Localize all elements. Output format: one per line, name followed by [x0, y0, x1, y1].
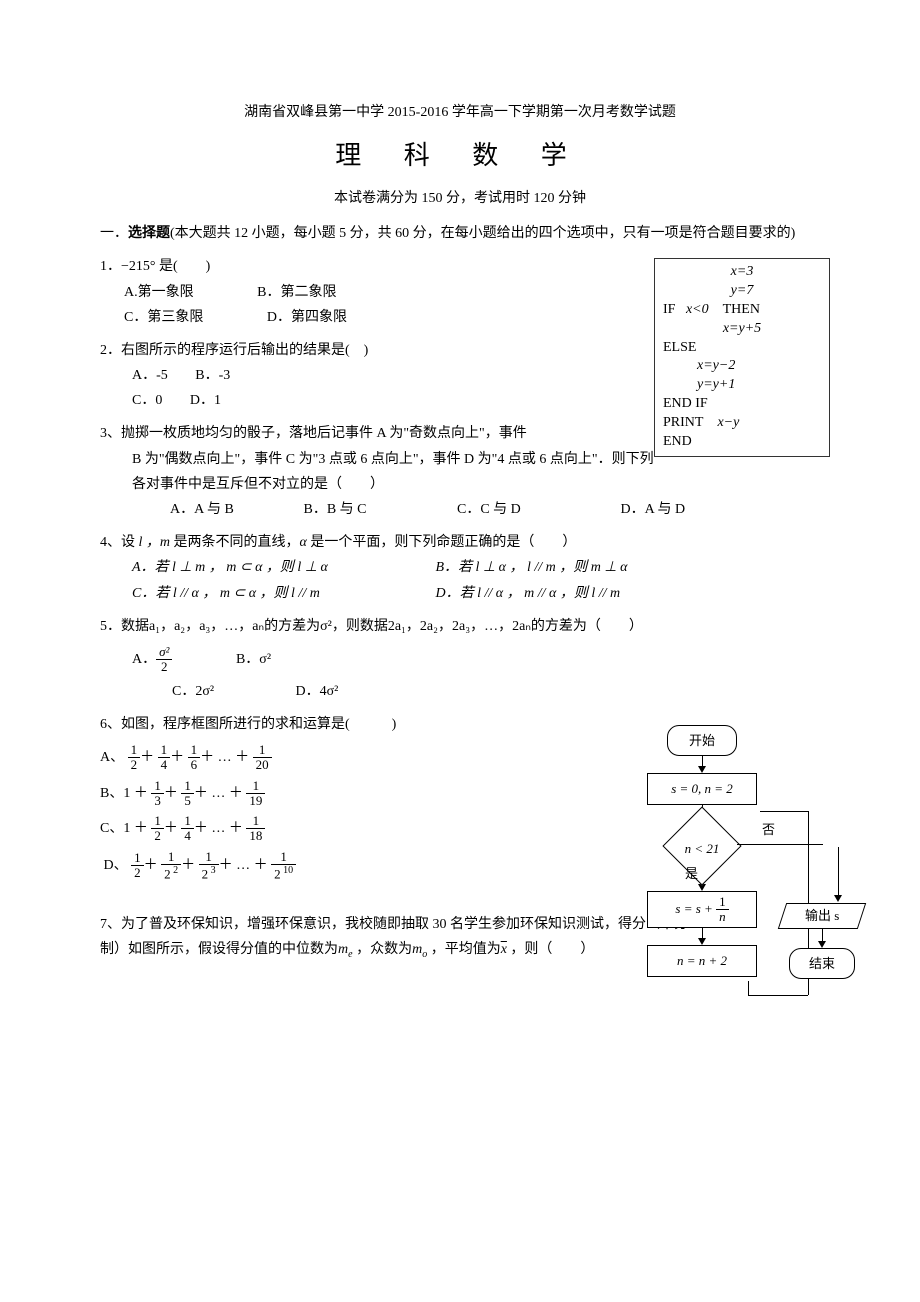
- q3-opt-c: C．C 与 D: [457, 497, 617, 522]
- q1-opt-a: A.第一象限: [124, 280, 194, 305]
- question-5: 5．数据a₁，a₂，a₃，…，aₙ的方差为σ²，则数据2a₁，2a₂，2a₃，……: [100, 614, 820, 704]
- q5-opt-d: D．4σ²: [296, 684, 339, 699]
- q4-opt-c: C．若 l // α ， m ⊂ α ，则 l // m: [132, 581, 432, 606]
- flow-step-sum: s = s + 1n: [647, 891, 757, 929]
- code-line: ELSE: [663, 339, 821, 358]
- q4-opt-a: A．若 l ⊥ m ， m ⊂ α ，则 l ⊥ α: [132, 555, 432, 580]
- flow-start: 开始: [667, 725, 737, 756]
- subtitle: 本试卷满分为 150 分，考试用时 120 分钟: [100, 186, 820, 211]
- main-title: 理 科 数 学: [100, 133, 820, 180]
- q1-opt-b: B．第二象限: [257, 280, 336, 305]
- code-line: x=3: [663, 263, 821, 282]
- q1-opt-d: D．第四象限: [267, 305, 347, 330]
- flow-output: 输出 s: [778, 903, 866, 929]
- flow-yes-label: 是: [685, 862, 698, 885]
- school-line: 湖南省双峰县第一中学 2015-2016 学年高一下学期第一次月考数学试题: [100, 100, 820, 125]
- q2-opt-d: D．1: [190, 388, 221, 413]
- code-line: y=y+1: [663, 376, 821, 395]
- q5-opt-b: B．σ²: [236, 652, 271, 667]
- q2-opt-a: A．-5: [132, 363, 168, 388]
- q5-opt-c: C．2σ²: [172, 679, 292, 704]
- q4-stem: 4、设 l ，m 是两条不同的直线，α 是一个平面，则下列命题正确的是（ ）: [100, 530, 820, 555]
- flow-decision: n < 21 否 是: [657, 822, 747, 870]
- q4-opt-d: D．若 l // α ， m // α ，则 l // m: [436, 586, 621, 601]
- flow-end: 结束: [789, 948, 855, 979]
- code-line: IF x<0 THEN: [663, 301, 821, 320]
- q3-stem3: 各对事件中是互斥但不对立的是（ ）: [100, 472, 820, 497]
- q3-opt-b: B．B 与 C: [304, 497, 454, 522]
- flow-init: s = 0, n = 2: [647, 773, 757, 804]
- q5-stem: 5．数据a₁，a₂，a₃，…，aₙ的方差为σ²，则数据2a₁，2a₂，2a₃，……: [100, 614, 820, 639]
- code-line: x=y+5: [663, 320, 821, 339]
- flow-no-label: 否: [762, 818, 775, 841]
- code-line: END IF: [663, 395, 821, 414]
- q2-opt-b: B．-3: [195, 363, 230, 388]
- q3-opt-a: A．A 与 B: [170, 497, 300, 522]
- q5-opt-a: A．σ²2: [132, 652, 176, 667]
- q2-opt-c: C．0: [132, 388, 162, 413]
- q3-opt-d: D．A 与 D: [621, 497, 686, 522]
- section-1-heading: 一．选择题(本大题共 12 小题，每小题 5 分，共 60 分，在每小题给出的四…: [100, 221, 820, 246]
- flowchart: 开始 s = 0, n = 2 n < 21 否 是 s = s + 1n n …: [612, 725, 842, 977]
- code-line: END: [663, 433, 821, 452]
- q4-opt-b: B．若 l ⊥ α ， l // m ，则 m ⊥ α: [436, 560, 628, 575]
- code-line: y=7: [663, 282, 821, 301]
- pseudocode-box: x=3 y=7 IF x<0 THEN x=y+5 ELSE x=y−2 y=y…: [654, 258, 830, 457]
- flow-step-inc: n = n + 2: [647, 945, 757, 976]
- code-line: PRINT x−y: [663, 414, 821, 433]
- question-4: 4、设 l ，m 是两条不同的直线，α 是一个平面，则下列命题正确的是（ ） A…: [100, 530, 820, 606]
- q1-opt-c: C．第三象限: [124, 305, 203, 330]
- code-line: x=y−2: [663, 357, 821, 376]
